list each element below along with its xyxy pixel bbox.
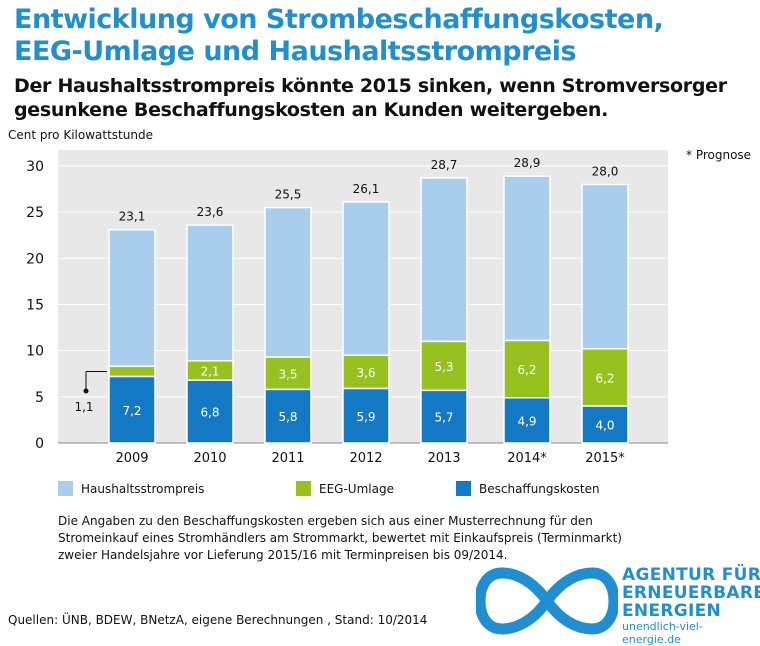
sources-line: Quellen: ÜNB, BDEW, BNetzA, eigene Berec… — [8, 613, 428, 627]
y-tick-labels: 0 5 10 15 20 25 30 — [26, 159, 44, 452]
y-tick-10: 10 — [26, 344, 44, 360]
legend-eeg: EEG-Umlage — [296, 481, 394, 496]
label-beschaffung-4: 5,7 — [434, 411, 453, 425]
logo-line-2: ERNEUERBARE — [622, 583, 760, 603]
bar-haushalt-2 — [264, 206, 312, 358]
label-beschaffung-3: 5,9 — [356, 410, 375, 424]
label-eeg-4: 5,3 — [434, 360, 453, 374]
bars — [108, 175, 629, 444]
x-tick-0: 2009 — [115, 451, 148, 466]
legend-haushalt: Haushaltsstrompreis — [58, 481, 204, 496]
bar-eeg-4 — [420, 340, 468, 392]
title-line-1: Entwicklung von Strombeschaffungskosten, — [14, 4, 664, 35]
logo-line-1: AGENTUR FÜR — [622, 565, 760, 585]
bar-beschaffung-0 — [108, 375, 156, 444]
x-tick-labels: 2009 2010 2011 2012 2013 2014* 2015* — [115, 451, 625, 466]
bar-haushalt-1 — [186, 224, 234, 362]
label-eeg-0: 1,1 — [74, 400, 93, 414]
label-eeg-1: 2,1 — [200, 365, 219, 379]
x-tick-6: 2015* — [585, 451, 625, 466]
bar-eeg-6 — [581, 348, 629, 407]
label-eeg-6: 6,2 — [595, 371, 614, 385]
methodology-note: Die Angaben zu den Beschaffungskosten er… — [58, 513, 658, 564]
label-total-1: 23,6 — [197, 205, 224, 219]
subtitle-line-1: Der Haushaltsstrompreis könnte 2015 sink… — [14, 75, 727, 97]
legend-label-beschaffung: Beschaffungskosten — [479, 481, 600, 496]
bar-eeg-5 — [503, 339, 551, 399]
legend-swatch-haushalt — [58, 481, 73, 496]
x-tick-2: 2011 — [271, 451, 304, 466]
bar-eeg-2 — [264, 356, 312, 391]
bar-beschaffung-4 — [420, 389, 468, 444]
logo-wordmark: AGENTUR FÜR ERNEUERBARE ENERGIEN — [622, 566, 760, 620]
legend-swatch-eeg — [296, 481, 311, 496]
y-tick-20: 20 — [26, 251, 44, 267]
bar-beschaffung-5 — [503, 397, 551, 444]
logo-line-3: ENERGIEN — [622, 601, 722, 621]
callout-dot — [83, 388, 89, 394]
title-line-2: EEG-Umlage und Haushaltsstrompreis — [14, 36, 577, 67]
chart-subtitle: Der Haushaltsstrompreis könnte 2015 sink… — [14, 74, 754, 122]
chart-title: Entwicklung von Strombeschaffungskosten,… — [14, 4, 754, 68]
logo-url: unendlich-viel-energie.de — [622, 620, 703, 646]
bar-beschaffung-1 — [186, 379, 234, 444]
bar-eeg-0 — [108, 365, 156, 378]
bar-beschaffung-6 — [581, 405, 629, 444]
x-tick-4: 2013 — [427, 451, 460, 466]
y-tick-15: 15 — [26, 298, 44, 314]
label-eeg-5: 6,2 — [517, 363, 536, 377]
bar-haushalt-0 — [108, 228, 156, 368]
x-tick-5: 2014* — [507, 451, 547, 466]
infinity-logo-icon — [476, 567, 618, 635]
label-total-3: 26,1 — [353, 182, 380, 196]
bar-beschaffung-2 — [264, 388, 312, 444]
label-eeg-3: 3,6 — [356, 366, 375, 380]
label-beschaffung-0: 7,2 — [122, 404, 141, 418]
bar-haushalt-5 — [503, 175, 551, 342]
label-eeg-2: 3,5 — [278, 367, 297, 381]
label-beschaffung-5: 4,9 — [517, 414, 536, 428]
data-labels: 7,2 1,1 23,1 6,8 2,1 23,6 5,8 3,5 25,5 5,9 3,6 26,1… — [74, 156, 618, 432]
y-tick-30: 30 — [26, 159, 44, 175]
label-total-2: 25,5 — [275, 188, 302, 202]
bar-haushalt-6 — [581, 183, 629, 350]
label-beschaffung-1: 6,8 — [200, 406, 219, 420]
bar-eeg-3 — [342, 354, 390, 390]
y-tick-5: 5 — [35, 390, 44, 406]
subtitle-line-2: gesunkene Beschaffungskosten an Kunden w… — [14, 99, 609, 121]
label-beschaffung-6: 4,0 — [595, 419, 614, 433]
x-tick-1: 2010 — [193, 451, 226, 466]
legend-swatch-beschaffung — [456, 481, 471, 496]
x-tick-3: 2012 — [349, 451, 382, 466]
y-tick-25: 25 — [26, 205, 44, 221]
legend-label-eeg: EEG-Umlage — [319, 481, 394, 496]
note-line-2: Stromeinkauf eines Stromhändlers am Stro… — [58, 531, 622, 545]
prognose-note: * Prognose — [686, 148, 752, 162]
label-total-0: 23,1 — [119, 210, 146, 224]
label-total-6: 28,0 — [592, 164, 619, 178]
y-axis-label: Cent pro Kilowattstunde — [8, 128, 153, 142]
label-beschaffung-2: 5,8 — [278, 410, 297, 424]
label-total-4: 28,7 — [431, 158, 458, 172]
note-line-1: Die Angaben zu den Beschaffungskosten er… — [58, 514, 593, 528]
bar-haushalt-3 — [342, 201, 390, 357]
bar-beschaffung-3 — [342, 387, 390, 444]
legend-beschaffung: Beschaffungskosten — [456, 481, 600, 496]
bar-haushalt-4 — [420, 177, 468, 343]
stacked-bar-chart: 0 5 10 15 20 25 30 7,2 1,1 23,1 6,8 2,1 23,6 5,8 3,5 2… — [26, 150, 668, 466]
label-total-5: 28,9 — [514, 156, 541, 170]
note-line-3: zweier Handelsjahre vor Lieferung 2015/1… — [58, 548, 508, 562]
y-tick-0: 0 — [35, 436, 44, 452]
legend-label-haushalt: Haushaltsstrompreis — [81, 481, 205, 496]
